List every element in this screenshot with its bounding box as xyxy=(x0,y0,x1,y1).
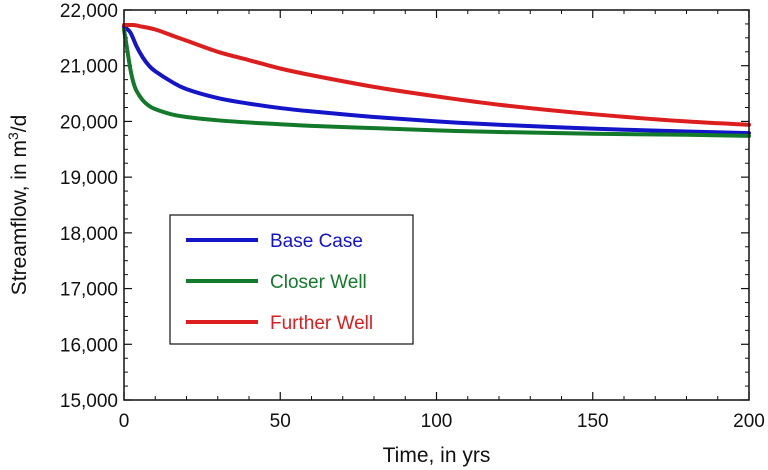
x-tick-label: 150 xyxy=(577,411,609,432)
y-tick-label: 21,000 xyxy=(60,57,118,78)
y-axis-title-prefix: Streamflow, in m xyxy=(8,140,31,295)
series-line-closer-well xyxy=(122,27,751,138)
y-axis-title-suffix: /d xyxy=(8,115,31,133)
y-axis-title: Streamflow, in m3/d xyxy=(5,115,31,296)
x-tick-label: 200 xyxy=(733,411,765,432)
x-tick-label: 50 xyxy=(270,411,291,432)
legend-label-base-case: Base Case xyxy=(270,231,363,252)
x-tick-label: 100 xyxy=(421,411,453,432)
y-tick-label: 22,000 xyxy=(60,1,118,22)
series-layer xyxy=(122,22,751,138)
legend-label-closer-well: Closer Well xyxy=(270,272,367,293)
legend: Base Case Closer Well Further Well xyxy=(169,214,414,345)
y-tick-label: 16,000 xyxy=(60,335,118,356)
y-tick-label: 19,000 xyxy=(60,168,118,189)
ticks-layer: 0 50 100 150 200 15,000 16,000 17,000 18,000 19,0… xyxy=(60,1,765,432)
x-tick-label: 0 xyxy=(119,411,130,432)
y-tick-label: 17,000 xyxy=(60,280,118,301)
x-axis-title: Time, in yrs xyxy=(383,444,491,467)
legend-label-further-well: Further Well xyxy=(270,313,373,334)
series-line-base-case xyxy=(122,24,751,136)
y-axis-title-superscript: 3 xyxy=(5,132,21,140)
y-tick-label: 18,000 xyxy=(60,224,118,245)
plot-frame xyxy=(123,9,750,401)
y-tick-label: 20,000 xyxy=(60,112,118,133)
series-line-further-well xyxy=(122,22,751,127)
y-tick-label: 15,000 xyxy=(60,391,118,412)
